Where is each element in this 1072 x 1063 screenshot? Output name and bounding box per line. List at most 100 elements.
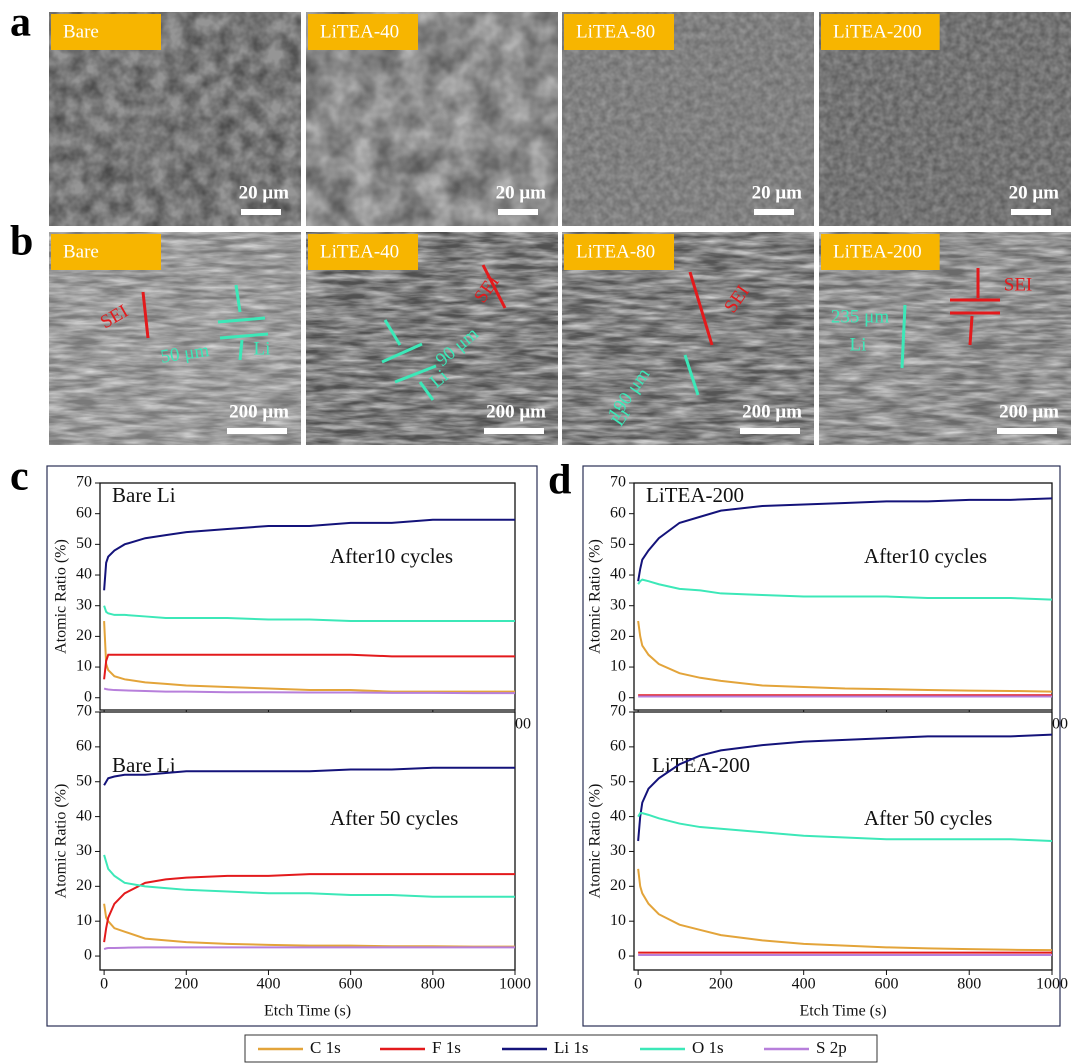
sem-image: LiTEA-80 20 μm [562,12,814,226]
x-tick-label: 0 [100,976,108,993]
legend-label: S 2p [816,1038,847,1057]
x-tick-label: 0 [634,976,642,993]
sem-label: Bare [63,241,99,262]
scale-bar [1011,209,1051,215]
sem-image: SEI 235 μm Li LiTEA-200 200 μm [819,232,1071,445]
y-axis-label: Atomic Ratio (%) [53,784,70,899]
y-tick-label: 20 [610,877,626,894]
y-tick-label: 30 [610,596,626,613]
annotation-arrow [970,316,972,345]
annotation: After10 cycles [864,544,987,568]
sem-annotation: Li [254,338,271,359]
sem-annotation: 235 μm [831,306,889,327]
y-tick-label: 60 [76,738,92,755]
x-tick-label: 600 [339,976,363,993]
y-tick-label: 20 [610,627,626,644]
annotation: After 50 cycles [330,806,458,830]
legend-label: F 1s [432,1038,461,1057]
sem-label: LiTEA-200 [833,21,922,42]
annotation: LiTEA-200 [646,483,744,507]
sem-label: LiTEA-40 [320,241,399,262]
annotation-arrow [240,340,242,360]
y-tick-label: 60 [610,504,626,521]
y-tick-label: 10 [610,912,626,929]
y-tick-label: 10 [76,658,92,675]
x-tick-label: 1000 [1036,976,1068,993]
scale-bar [740,428,800,434]
scale-bar-label: 200 μm [229,401,289,422]
scale-bar-label: 20 μm [752,182,803,203]
y-tick-label: 30 [76,596,92,613]
legend-label: C 1s [310,1038,341,1057]
scale-bar [241,209,281,215]
x-tick-label: 800 [957,976,981,993]
page: {"panel_letters": ["a", "b", "c", "d"], … [0,0,1072,1063]
x-tick-label: 200 [709,976,733,993]
panel-letter: a [10,0,31,46]
y-tick-label: 20 [76,877,92,894]
y-tick-label: 40 [610,807,626,824]
panel-letter: d [548,458,571,504]
panel-letter: b [10,219,33,265]
x-tick-label: 1000 [499,976,531,993]
sem-label: LiTEA-200 [833,241,922,262]
scale-bar-label: 20 μm [496,182,547,203]
plot-frame [100,712,515,970]
y-tick-label: 70 [610,474,626,491]
y-tick-label: 50 [610,535,626,552]
y-tick-label: 40 [610,566,626,583]
x-tick-label: 600 [874,976,898,993]
y-tick-label: 70 [76,474,92,491]
annotation: After10 cycles [330,544,453,568]
x-tick-label: 200 [174,976,198,993]
x-tick-label: 400 [256,976,280,993]
sem-image: LiTEA-200 20 μm [819,12,1071,226]
x-tick-label: 400 [792,976,816,993]
figure: a b c d Bare 20 μm LiTEA-40 20 μm LiTEA-80 20… [0,0,1072,1063]
scale-bar [227,428,287,434]
scale-bar-label: 200 μm [486,401,546,422]
sem-annotation: SEI [1004,274,1033,295]
y-tick-label: 30 [610,842,626,859]
y-tick-label: 40 [76,807,92,824]
y-axis-label: Atomic Ratio (%) [587,539,604,654]
plot-frame [100,483,515,710]
scale-bar [997,428,1057,434]
legend-label: Li 1s [554,1038,588,1057]
sem-label: LiTEA-80 [576,21,655,42]
y-tick-label: 0 [618,947,626,964]
y-tick-label: 20 [76,627,92,644]
sem-image: Bare 20 μm [49,12,301,226]
y-tick-label: 60 [610,738,626,755]
y-axis-label: Atomic Ratio (%) [53,539,70,654]
y-tick-label: 60 [76,504,92,521]
panel-letter: c [10,454,29,500]
y-tick-label: 30 [76,842,92,859]
sem-label: LiTEA-40 [320,21,399,42]
scale-bar [498,209,538,215]
scale-bar [754,209,794,215]
y-tick-label: 0 [84,947,92,964]
sem-label: LiTEA-80 [576,241,655,262]
scale-bar-label: 200 μm [999,401,1059,422]
y-tick-label: 10 [610,658,626,675]
plot-frame [634,712,1052,970]
scale-bar-label: 200 μm [742,401,802,422]
x-tick-label: 800 [421,976,445,993]
scale-bar-label: 20 μm [239,182,290,203]
y-tick-label: 50 [76,772,92,789]
x-axis-label: Etch Time (s) [799,1003,886,1020]
x-axis-label: Etch Time (s) [264,1003,351,1020]
sem-label: Bare [63,21,99,42]
sem-annotation: Li [850,334,867,355]
sem-image: LiTEA-40 20 μm [306,12,558,226]
y-tick-label: 40 [76,566,92,583]
y-axis-label: Atomic Ratio (%) [587,784,604,899]
scale-bar [484,428,544,434]
scale-bar-label: 20 μm [1009,182,1060,203]
y-tick-label: 70 [610,703,626,720]
legend-label: O 1s [692,1038,724,1057]
